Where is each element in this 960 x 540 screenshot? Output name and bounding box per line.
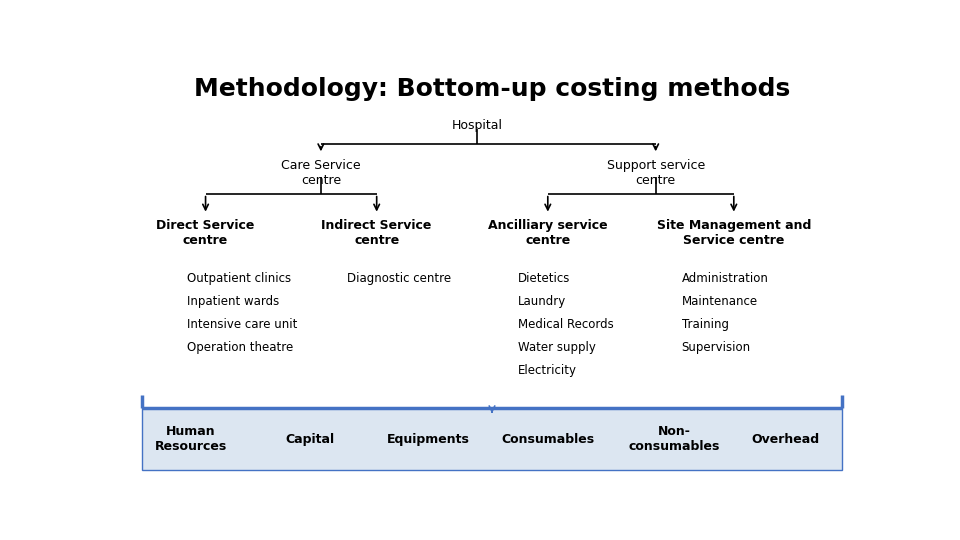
Text: Non-
consumables: Non- consumables (629, 425, 720, 453)
Text: Administration: Administration (682, 273, 769, 286)
Text: Water supply: Water supply (518, 341, 596, 354)
Text: Hospital: Hospital (451, 119, 503, 132)
Text: Dietetics: Dietetics (518, 273, 570, 286)
Text: Capital: Capital (285, 433, 334, 446)
Text: Care Service
centre: Care Service centre (281, 159, 361, 187)
Text: Ancilliary service
centre: Ancilliary service centre (488, 219, 608, 247)
Text: Maintenance: Maintenance (682, 295, 757, 308)
Text: Indirect Service
centre: Indirect Service centre (322, 219, 432, 247)
Text: Operation theatre: Operation theatre (187, 341, 293, 354)
Text: Equipments: Equipments (387, 433, 470, 446)
Text: Direct Service
centre: Direct Service centre (156, 219, 254, 247)
Text: Human
Resources: Human Resources (155, 425, 227, 453)
Text: Electricity: Electricity (518, 364, 577, 377)
Text: Methodology: Bottom-up costing methods: Methodology: Bottom-up costing methods (194, 77, 790, 102)
Text: Laundry: Laundry (518, 295, 566, 308)
Text: Site Management and
Service centre: Site Management and Service centre (657, 219, 811, 247)
Text: Diagnostic centre: Diagnostic centre (347, 273, 451, 286)
Text: Inpatient wards: Inpatient wards (187, 295, 279, 308)
Text: Supervision: Supervision (682, 341, 751, 354)
Text: Intensive care unit: Intensive care unit (187, 318, 298, 331)
FancyBboxPatch shape (142, 408, 842, 470)
Text: Support service
centre: Support service centre (607, 159, 705, 187)
Text: Outpatient clinics: Outpatient clinics (187, 273, 291, 286)
Text: Consumables: Consumables (501, 433, 594, 446)
Text: Medical Records: Medical Records (518, 318, 613, 331)
Text: Overhead: Overhead (752, 433, 820, 446)
Text: Training: Training (682, 318, 729, 331)
